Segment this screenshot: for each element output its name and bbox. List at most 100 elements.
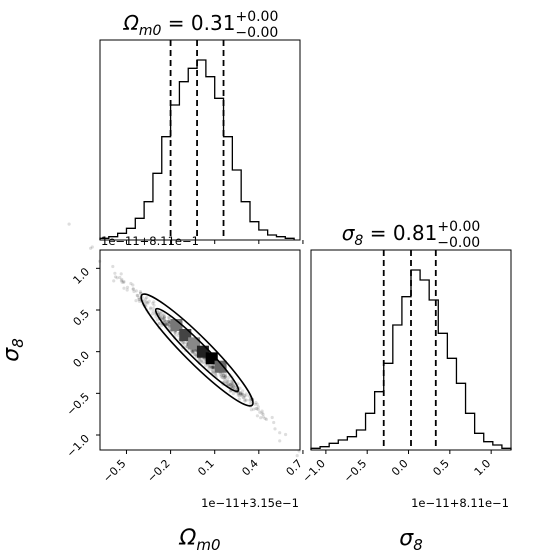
scatter-point [190, 351, 194, 355]
x-tick-label: 0.0 [389, 457, 411, 479]
scatter-point [210, 367, 214, 371]
scatter-point [145, 296, 149, 300]
scatter-point [190, 349, 194, 353]
scatter-point [230, 383, 234, 387]
scatter-point [192, 351, 196, 355]
scatter-point [208, 364, 212, 368]
scatter-point [210, 365, 214, 369]
scatter-point [241, 389, 245, 393]
scatter-point [151, 306, 155, 311]
y-tick-label: 1.0 [71, 265, 93, 287]
scatter-point [150, 312, 155, 316]
x-tick-label: 1.0 [472, 457, 494, 479]
scatter-point [125, 288, 129, 292]
scatter-point [167, 319, 171, 323]
scatter-point [223, 375, 227, 379]
title-lower-error: −0.00 [235, 25, 278, 41]
scatter-point [255, 407, 259, 411]
scatter-point [212, 365, 216, 370]
scatter-point [214, 373, 218, 377]
scatter-point [273, 427, 277, 431]
scatter-point [211, 365, 215, 369]
scatter-point [228, 382, 232, 387]
scatter-point [165, 323, 170, 327]
scatter-point [241, 395, 245, 399]
scatter-point [224, 372, 228, 376]
scatter-point [256, 407, 260, 412]
scatter-point [122, 286, 126, 290]
omega-sigma8-scatter-panel: −0.5 −0.2 0.1 0.4 0.7 1.00.50.0−0.5−1.0 1e−1… [0, 222, 305, 550]
scatter-point [230, 379, 234, 383]
scatter-point [165, 323, 169, 327]
sigma8-x-axis-label: σ8 [399, 526, 423, 550]
scatter-point [118, 275, 122, 280]
scatter-point [219, 374, 223, 378]
scatter-point [221, 374, 225, 378]
sigma8-histogram-frame [310, 249, 512, 451]
scatter-point [239, 393, 243, 398]
scatter-point [119, 279, 123, 283]
scatter-point [193, 353, 197, 357]
scatter-point [90, 245, 94, 249]
scatter-point [222, 373, 226, 377]
scatter-point [223, 378, 227, 382]
scatter-point [185, 341, 189, 345]
scatter-point [237, 391, 241, 395]
scatter-point [230, 384, 234, 388]
title-symbol: Ω [123, 11, 140, 35]
scatter-point [213, 372, 217, 376]
scatter-point [231, 391, 235, 396]
scatter-point [211, 370, 215, 375]
scatter-point [162, 316, 166, 320]
scatter-point [220, 373, 224, 377]
omega-histogram-panel: Ωm0 = 0.31+0.00 −0.00 [99, 9, 304, 244]
scatter-point [67, 222, 71, 226]
scatter-point [200, 359, 204, 364]
scatter-point [203, 364, 207, 368]
scatter-point [207, 367, 211, 371]
scatter-point [224, 381, 228, 385]
scatter-point [237, 397, 241, 401]
scatter-point [167, 319, 171, 323]
scatter-point [166, 319, 170, 323]
omega-histogram-title: Ωm0 = 0.31+0.00 −0.00 [123, 9, 279, 41]
x-tick-label: 0.1 [195, 457, 217, 479]
scatter-point [224, 375, 228, 379]
scatter-point [221, 376, 225, 380]
scatter-point [137, 296, 141, 300]
scatter-point [232, 385, 236, 389]
scatter-point [228, 382, 232, 386]
title-value: = 0.81 [363, 221, 437, 245]
contour-2sigma [140, 293, 254, 407]
scatter-point [202, 357, 206, 362]
scatter-point [229, 382, 233, 386]
scatter-point [151, 301, 155, 305]
scatter-point [264, 417, 268, 421]
scatter-point [113, 275, 118, 279]
scatter-point [236, 393, 240, 397]
scatter-point [134, 299, 138, 303]
scatter-point [261, 415, 265, 419]
scatter-point [208, 364, 212, 369]
contour-1sigma [154, 307, 240, 393]
scatter-point [138, 290, 142, 294]
scatter-point [164, 319, 168, 323]
scatter-point [239, 392, 243, 396]
sigma8-y-axis-label: σ8 [0, 338, 27, 362]
scatter-point [185, 345, 189, 349]
scatter-point [137, 299, 142, 303]
x-offset-label: 1e−11+3.15e−1 [201, 496, 299, 510]
scatter-point [284, 432, 288, 437]
scatter-point [228, 389, 232, 393]
scatter-point [229, 385, 233, 389]
scatter-point [136, 294, 140, 298]
scatter-point [164, 321, 168, 326]
scatter-point [223, 375, 227, 379]
scatter-point [149, 307, 153, 311]
scatter-point [261, 412, 265, 416]
density-cell [214, 360, 227, 373]
scatter-point [248, 401, 252, 405]
scatter-point [174, 330, 178, 334]
scatter-point [200, 358, 204, 362]
scatter-point [162, 316, 166, 320]
